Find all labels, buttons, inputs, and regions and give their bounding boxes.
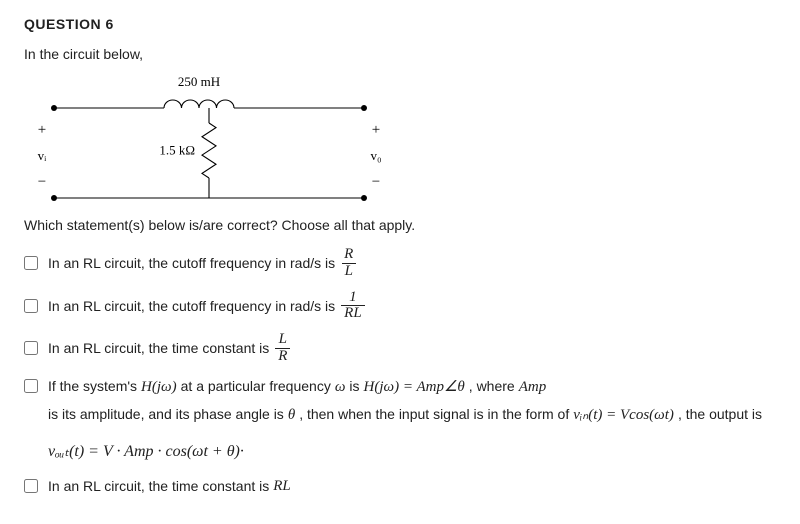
circuit-diagram: 250 mH 1.5 kΩ + vᵢ − + v₀ −	[24, 68, 776, 211]
choice-e: In an RL circuit, the time constant is R…	[24, 474, 776, 498]
question-stem: In the circuit below,	[24, 46, 776, 62]
svg-text:vᵢ: vᵢ	[38, 148, 48, 163]
svg-text:−: −	[372, 174, 380, 190]
svg-text:+: +	[372, 122, 380, 138]
choice-c-checkbox[interactable]	[24, 341, 38, 355]
choice-d-text: If the system's H(jω) at a particular fr…	[48, 375, 776, 465]
choice-c: In an RL circuit, the time constant isLR	[24, 332, 776, 365]
choice-d-checkbox[interactable]	[24, 379, 38, 393]
choice-b: In an RL circuit, the cutoff frequency i…	[24, 290, 776, 323]
choice-e-checkbox[interactable]	[24, 479, 38, 493]
choice-a-text: In an RL circuit, the cutoff frequency i…	[48, 247, 358, 280]
svg-text:v₀: v₀	[370, 148, 381, 163]
svg-text:250 mH: 250 mH	[178, 74, 220, 89]
question-prompt: Which statement(s) below is/are correct?…	[24, 217, 776, 233]
choice-a-checkbox[interactable]	[24, 256, 38, 270]
svg-text:1.5 kΩ: 1.5 kΩ	[159, 143, 195, 158]
choice-a: In an RL circuit, the cutoff frequency i…	[24, 247, 776, 280]
svg-text:−: −	[38, 174, 46, 190]
choice-b-text: In an RL circuit, the cutoff frequency i…	[48, 290, 367, 323]
svg-text:+: +	[38, 122, 46, 138]
choice-c-text: In an RL circuit, the time constant isLR	[48, 332, 292, 365]
question-number: QUESTION 6	[24, 16, 776, 32]
choice-e-text: In an RL circuit, the time constant is R…	[48, 474, 291, 498]
choice-b-checkbox[interactable]	[24, 299, 38, 313]
choice-d: If the system's H(jω) at a particular fr…	[24, 375, 776, 465]
